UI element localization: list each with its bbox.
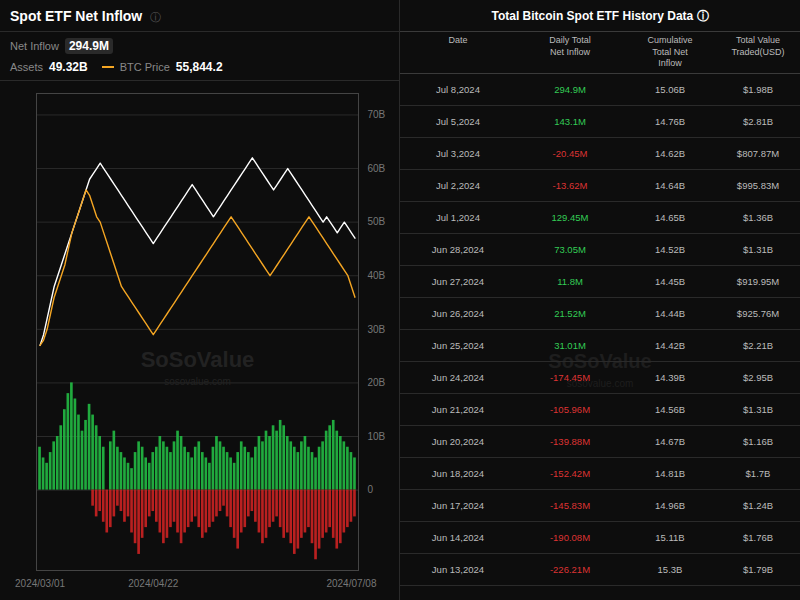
html-text:$1.76B: $1.76B <box>742 532 774 544</box>
html-text:$1.24B: $1.24B <box>742 500 774 512</box>
svg-text:50B: 50B <box>368 216 386 227</box>
html-text:SoSoValue: SoSoValue <box>548 350 652 372</box>
html-text:Jun 18,2024: Jun 18,2024 <box>431 468 485 480</box>
html-text:Jun 21,2024: Jun 21,2024 <box>431 404 485 416</box>
html-text:14.42B: 14.42B <box>654 340 686 352</box>
html-text:$2.95B: $2.95B <box>742 372 774 384</box>
html-text:Total Value Traded(USD): Total Value Traded(USD) <box>731 35 785 57</box>
html-text:14.76B: 14.76B <box>654 116 686 128</box>
html-text:$1.31B: $1.31B <box>742 244 774 256</box>
html-text:14.96B: 14.96B <box>654 500 686 512</box>
html-text:14.64B: 14.64B <box>654 180 686 192</box>
html-text:14.62B: 14.62B <box>654 148 686 160</box>
html-text:-190.08M: -190.08M <box>549 532 591 544</box>
html-text:14.44B: 14.44B <box>654 308 686 320</box>
html-text:-152.42M: -152.42M <box>549 468 591 480</box>
html-text:$1.16B: $1.16B <box>742 436 774 448</box>
html-text:$919.95M: $919.95M <box>736 276 780 288</box>
html-text:Jul 1,2024: Jul 1,2024 <box>436 212 480 224</box>
html-text:14.45B: 14.45B <box>654 276 686 288</box>
html-text:14.67B: 14.67B <box>654 436 686 448</box>
html-text:14.52B: 14.52B <box>654 244 686 256</box>
html-text:Jun 26,2024: Jun 26,2024 <box>431 308 485 320</box>
html-text:$1.36B: $1.36B <box>742 212 774 224</box>
svg-text:2024/07/08: 2024/07/08 <box>326 578 376 589</box>
html-text:14.39B: 14.39B <box>654 372 686 384</box>
html-text:Jul 5,2024: Jul 5,2024 <box>436 116 480 128</box>
html-text:-20.45M: -20.45M <box>552 148 588 160</box>
html-text:Total Bitcoin Spot ETF History: Total Bitcoin Spot ETF History Data ⓘ <box>491 9 709 23</box>
svg-text:40B: 40B <box>368 270 386 281</box>
html-text:Jul 2,2024: Jul 2,2024 <box>436 180 480 192</box>
html-text:Spot ETF Net Inflow: Spot ETF Net Inflow <box>10 8 143 24</box>
svg-text:20B: 20B <box>368 377 386 388</box>
html-text:-174.45M: -174.45M <box>549 372 591 384</box>
html-text:-226.21M: -226.21M <box>549 564 591 576</box>
html-text:14.65B: 14.65B <box>654 212 686 224</box>
html-text:73.05M: 73.05M <box>554 244 586 256</box>
svg-text:10B: 10B <box>368 431 386 442</box>
svg-text:30B: 30B <box>368 324 386 335</box>
svg-text:2024/04/22: 2024/04/22 <box>128 578 178 589</box>
html-text:Jun 27,2024: Jun 27,2024 <box>431 276 485 288</box>
html-text:Net Inflow: Net Inflow <box>10 40 59 52</box>
html-text:BTC Price: BTC Price <box>119 61 170 73</box>
html-text:$1.7B: $1.7B <box>745 468 771 480</box>
html-text:$1.98B: $1.98B <box>742 84 774 96</box>
html-text:14.81B: 14.81B <box>654 468 686 480</box>
html-text:Date: Date <box>448 35 468 45</box>
html-text:15.3B: 15.3B <box>657 564 683 576</box>
html-text:Cumulative Total Net Inflow: Cumulative Total Net Inflow <box>647 35 693 69</box>
html-text:$2.81B: $2.81B <box>742 116 774 128</box>
svg-text:0: 0 <box>368 484 374 495</box>
html-text:-13.62M: -13.62M <box>552 180 588 192</box>
html-text:-145.83M: -145.83M <box>549 500 591 512</box>
html-text:Jun 17,2024: Jun 17,2024 <box>431 500 485 512</box>
html-text:Jul 3,2024: Jul 3,2024 <box>436 148 480 160</box>
html-text:294.9M: 294.9M <box>68 39 109 53</box>
html-text:143.1M: 143.1M <box>554 116 586 128</box>
svg-text:sosovalue.com: sosovalue.com <box>164 376 231 387</box>
html-text:Daily Total Net Inflow: Daily Total Net Inflow <box>549 35 591 57</box>
html-text:-139.88M: -139.88M <box>549 436 591 448</box>
svg-text:SoSoValue: SoSoValue <box>141 347 255 372</box>
html-text:Jun 20,2024: Jun 20,2024 <box>431 436 485 448</box>
html-text:Assets: Assets <box>10 61 43 73</box>
html-text:Jun 25,2024: Jun 25,2024 <box>431 340 485 352</box>
html-text:$925.76M: $925.76M <box>736 308 780 320</box>
html-text:$995.83M: $995.83M <box>736 180 780 192</box>
html-text:$807.87M: $807.87M <box>736 148 780 160</box>
html-text:Jun 28,2024: Jun 28,2024 <box>431 244 485 256</box>
html-text:15.06B: 15.06B <box>654 84 686 96</box>
html-text:Jun 14,2024: Jun 14,2024 <box>431 532 485 544</box>
svg-text:2024/03/01: 2024/03/01 <box>15 578 65 589</box>
html-text:21.52M: 21.52M <box>554 308 586 320</box>
html-text:$1.79B: $1.79B <box>742 564 774 576</box>
svg-text:70B: 70B <box>368 109 386 120</box>
html-text:49.32B: 49.32B <box>49 60 88 74</box>
html-text:31.01M: 31.01M <box>554 340 586 352</box>
html-text:$1.31B: $1.31B <box>742 404 774 416</box>
html-text:15.11B: 15.11B <box>655 532 685 544</box>
html-text:-105.96M: -105.96M <box>549 404 591 416</box>
html-text:sosovalue.com: sosovalue.com <box>566 378 634 389</box>
html-text:$2.21B: $2.21B <box>742 340 774 352</box>
html-text:Jul 8,2024: Jul 8,2024 <box>436 84 480 96</box>
html-text:Jun 24,2024: Jun 24,2024 <box>431 372 485 384</box>
svg-text:60B: 60B <box>368 163 386 174</box>
html-text:129.45M: 129.45M <box>551 212 589 224</box>
html-text:11.8M: 11.8M <box>557 276 583 288</box>
html-text:Jun 13,2024: Jun 13,2024 <box>431 564 485 576</box>
html-text:14.56B: 14.56B <box>654 404 686 416</box>
html-text:55,844.2: 55,844.2 <box>175 60 223 74</box>
html-text:294.9M: 294.9M <box>554 84 586 96</box>
